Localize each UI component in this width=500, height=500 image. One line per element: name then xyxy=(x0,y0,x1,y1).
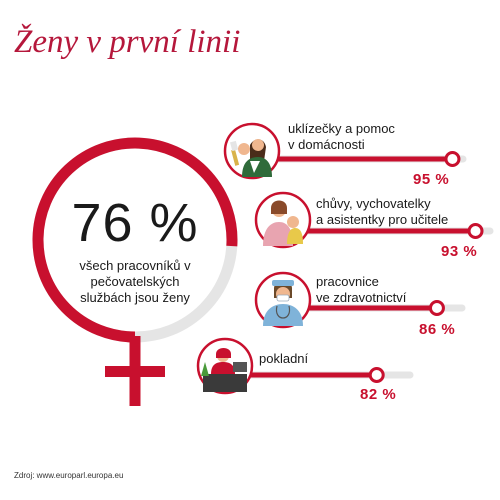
gauge-arc xyxy=(32,137,238,343)
bars-group xyxy=(221,151,494,383)
value-label-2: 93 % xyxy=(441,243,478,260)
bar-end-marker-1 xyxy=(444,151,461,167)
source-note: Zdroj: www.europarl.europa.eu xyxy=(14,471,124,480)
value-label-4: 82 % xyxy=(360,386,397,403)
bar-end-marker-4 xyxy=(368,367,385,383)
headline-label: všech pracovníků v pečovatelských službá… xyxy=(79,258,191,305)
female-symbol-crossbar xyxy=(105,366,165,377)
headline-value: 76 % xyxy=(71,193,199,253)
cleaner-icon xyxy=(223,122,281,180)
category-label-4: pokladní xyxy=(259,351,309,366)
category-label-2: chůvy, vychovatelky a asistentky pro učit… xyxy=(316,196,449,227)
nurse-icon xyxy=(254,271,312,329)
category-label-3: pracovnice ve zdravotnictví xyxy=(316,274,407,305)
value-label-3: 86 % xyxy=(419,321,456,338)
cashier-icon xyxy=(196,337,254,395)
bar-end-marker-2 xyxy=(467,223,484,239)
bar-end-marker-3 xyxy=(428,300,445,316)
value-label-1: 95 % xyxy=(413,171,450,188)
category-label-1: uklízečky a pomoc v domácnosti xyxy=(288,121,395,152)
page-title: Ženy v první linii xyxy=(14,24,241,60)
headline-gauge xyxy=(32,137,238,406)
nanny-icon xyxy=(254,191,312,249)
